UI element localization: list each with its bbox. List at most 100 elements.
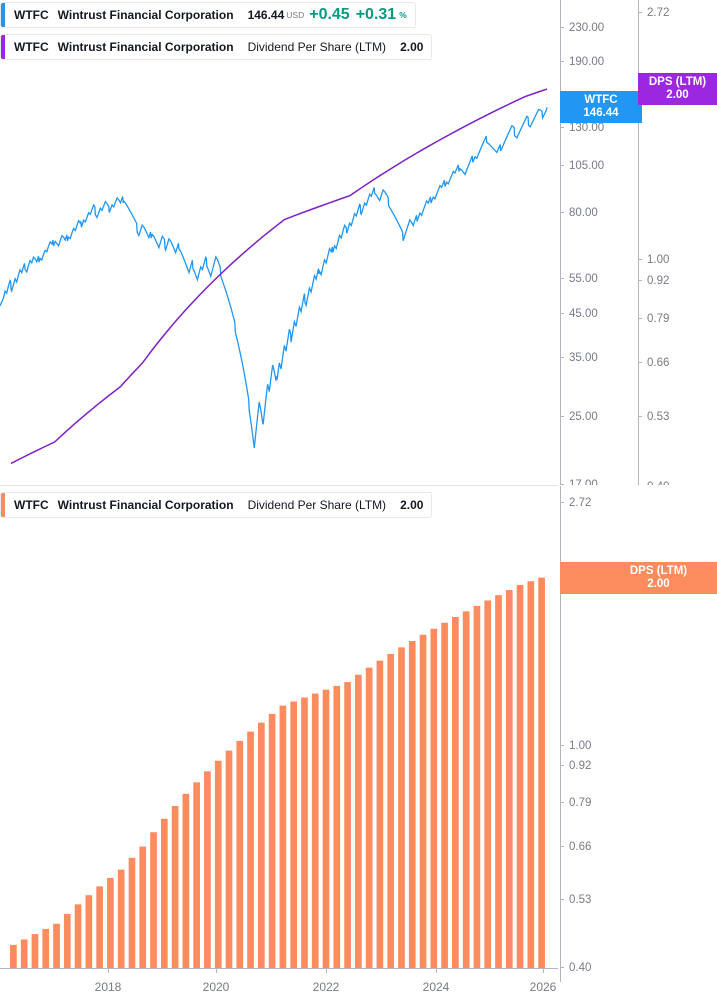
legend-price-change-percent: +0.31 (355, 6, 397, 23)
legend-price-swatch (1, 3, 5, 27)
panel-divider (0, 485, 558, 486)
dps-bottom-value-badge[interactable]: DPS (LTM) 2.00 (560, 561, 717, 594)
x-axis-line (0, 968, 558, 969)
legend-price-company: Wintrust Financial Corporation (57, 8, 234, 22)
dps-bottom-badge-label: DPS (LTM) (629, 564, 688, 577)
dps-bar (311, 693, 319, 968)
x-axis-label: 2020 (202, 980, 230, 994)
dps-bar (408, 640, 416, 968)
legend-dps-top[interactable]: WTFC Wintrust Financial Corporation Divi… (0, 34, 433, 60)
legend-dps-top-swatch (1, 35, 5, 59)
price-axis-tick: 35.00 (560, 352, 598, 364)
price-axis-tick: 55.00 (560, 273, 598, 285)
dps-bars-group (10, 577, 545, 968)
x-axis-label: 2026 (529, 980, 557, 994)
dps-bar (355, 674, 362, 968)
legend-dps-top-metric: Dividend Per Share (LTM) (247, 40, 387, 54)
dps-bar (484, 600, 492, 968)
x-axis-tick (543, 968, 544, 973)
dps-bar (128, 857, 136, 968)
dps-bar (74, 904, 82, 968)
dps-bar (247, 731, 254, 968)
x-axis-label: 2018 (94, 980, 122, 994)
dps-bar (182, 793, 190, 968)
legend-price-value: 146.44 (247, 8, 285, 22)
dps-bar (387, 653, 395, 968)
dps-bar (63, 913, 71, 968)
dps-bar (516, 584, 524, 968)
price-line-chart (0, 88, 548, 465)
price-axis-tick: 190.00 (560, 56, 604, 68)
dps-secondary-axis-tick: 0.92 (638, 275, 669, 287)
price-axis-spine (560, 0, 561, 485)
dps-bar (53, 923, 60, 968)
legend-price-percent-sign: % (399, 10, 407, 20)
dps-bar (236, 740, 244, 968)
price-badge-value: 146.44 (583, 107, 619, 120)
dps-bar (204, 771, 211, 968)
dps-bar (279, 705, 287, 968)
dps-top-value-badge[interactable]: DPS (LTM) 2.00 (638, 73, 717, 106)
dps-bar (495, 595, 502, 968)
dps-bar (344, 682, 351, 968)
dps-bar (538, 577, 545, 968)
legend-dps-bottom[interactable]: WTFC Wintrust Financial Corporation Divi… (0, 492, 433, 518)
dps-axis-tick: 0.79 (560, 797, 591, 809)
x-axis-tick (216, 968, 217, 973)
price-axis-tick: 25.00 (560, 411, 598, 423)
dps-bar (171, 806, 179, 968)
dps-axis-tick: 1.00 (560, 740, 591, 752)
legend-dps-top-company: Wintrust Financial Corporation (57, 40, 234, 54)
price-plot-area[interactable] (0, 0, 558, 485)
dps-secondary-y-axis[interactable]: 2.72 2.00 1.00 0.92 0.79 0.66 0.53 0.40 DPS (LTM… (638, 0, 717, 485)
dps-axis-tick: 0.40 (560, 962, 591, 974)
dps-bar (42, 928, 50, 968)
x-axis-tick (436, 968, 437, 973)
dps-bar (96, 886, 103, 968)
price-axis-tick: 105.00 (560, 160, 604, 172)
dps-bar (268, 713, 276, 968)
x-axis-label: 2022 (312, 980, 340, 994)
dps-bar (365, 667, 373, 968)
dps-bar (301, 697, 308, 968)
price-value-badge[interactable]: WTFC 146.44 (560, 91, 642, 124)
dps-bar (193, 782, 200, 968)
dps-bar-chart (10, 577, 545, 968)
legend-dps-bottom-symbol: WTFC (14, 498, 49, 512)
dps-bar (20, 939, 28, 968)
dps-bar (376, 660, 384, 968)
price-y-axis[interactable]: 230.00190.00155.00130.00105.0080.0055.00… (560, 0, 642, 485)
dps-panel: 2.72 2.00 1.00 0.92 0.79 0.66 0.53 0.40 DPS (LTM… (0, 486, 717, 1005)
dps-bar (150, 832, 157, 968)
price-axis-tick: 17.00 (560, 479, 598, 485)
dps-y-axis[interactable]: 2.72 2.00 1.00 0.92 0.79 0.66 0.53 0.40 DPS (LTM… (560, 486, 717, 982)
dps-secondary-axis-tick: 0.79 (638, 313, 669, 325)
legend-price[interactable]: WTFC Wintrust Financial Corporation 146.… (0, 2, 416, 28)
dps-axis-tick: 0.53 (560, 894, 591, 906)
dps-bar (419, 634, 427, 968)
legend-price-change: +0.45 (309, 6, 350, 23)
dps-bar (322, 689, 330, 968)
dps-axis-tick: 2.72 (560, 497, 591, 509)
legend-price-symbol: WTFC (14, 8, 49, 22)
dps-bar (214, 760, 222, 968)
dps-top-badge-value: 2.00 (666, 89, 689, 102)
dps-bar (430, 628, 438, 968)
price-axis-tick: 80.00 (560, 207, 598, 219)
dps-axis-spine (638, 0, 639, 485)
dps-bar (290, 701, 298, 968)
dps-bar (10, 944, 17, 968)
dps-bar (225, 750, 233, 968)
dps-plot-area[interactable] (0, 486, 558, 982)
legend-dps-bottom-value: 2.00 (400, 498, 424, 512)
legend-dps-bottom-company: Wintrust Financial Corporation (57, 498, 234, 512)
dps-axis-tick: 0.92 (560, 760, 591, 772)
dps-line-series (10, 88, 548, 465)
x-axis-tick (108, 968, 109, 973)
legend-price-unit: USD (286, 10, 305, 20)
dps-bar (139, 846, 147, 968)
dps-bottom-badge-value: 2.00 (647, 577, 670, 590)
dps-secondary-axis-tick: 1.00 (638, 254, 669, 266)
dps-secondary-axis-tick: 0.53 (638, 411, 669, 423)
x-axis-tick (326, 968, 327, 973)
